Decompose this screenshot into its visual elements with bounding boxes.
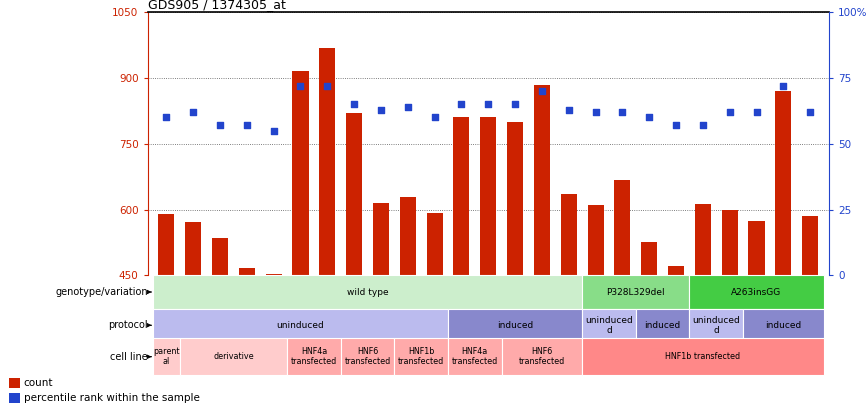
Bar [694, 204, 711, 275]
Bar [721, 210, 738, 275]
Bar [400, 197, 416, 275]
Text: derivative: derivative [213, 352, 253, 361]
Bar [588, 205, 603, 275]
Point [642, 114, 656, 121]
Text: uninduced
d: uninduced d [585, 315, 633, 335]
Bar [689, 275, 824, 309]
Point [723, 109, 737, 115]
Point [535, 88, 549, 94]
Text: GDS905 / 1374305_at: GDS905 / 1374305_at [148, 0, 286, 11]
Text: protocol: protocol [108, 320, 151, 330]
Bar [582, 339, 824, 375]
Text: induced: induced [497, 321, 533, 330]
Point [669, 122, 683, 128]
Bar [394, 339, 448, 375]
Bar [426, 213, 443, 275]
Bar [689, 309, 743, 342]
Point [589, 109, 602, 115]
Text: HNF4a
transfected: HNF4a transfected [451, 347, 498, 367]
Point [750, 109, 764, 115]
Bar [635, 309, 689, 342]
Point [428, 114, 442, 121]
Bar [480, 117, 496, 275]
Text: HNF4a
transfected: HNF4a transfected [291, 347, 337, 367]
Text: HNF6
transfected: HNF6 transfected [519, 347, 565, 367]
Point [374, 107, 388, 113]
Point [455, 101, 469, 108]
Bar [266, 274, 282, 275]
Point [213, 122, 227, 128]
Bar [743, 309, 824, 342]
Bar [507, 122, 523, 275]
Bar [153, 275, 582, 309]
Bar [153, 339, 180, 375]
Bar [775, 91, 792, 275]
Point [615, 109, 629, 115]
Bar [158, 214, 174, 275]
Bar [534, 85, 550, 275]
Text: count: count [24, 378, 53, 388]
Bar [561, 194, 576, 275]
Point [401, 104, 415, 110]
Bar [287, 339, 341, 375]
Bar [293, 71, 308, 275]
Text: HNF1b
transfected: HNF1b transfected [398, 347, 444, 367]
Bar [153, 309, 448, 342]
Point [320, 83, 334, 89]
Bar [9, 393, 20, 403]
Text: A263insGG: A263insGG [732, 288, 782, 296]
Text: wild type: wild type [346, 288, 388, 296]
Text: induced: induced [766, 321, 801, 330]
Text: cell line: cell line [110, 352, 151, 362]
Point [562, 107, 575, 113]
Point [776, 83, 790, 89]
Bar [802, 216, 819, 275]
Text: parent
al: parent al [153, 347, 180, 367]
Bar [641, 243, 657, 275]
Point [240, 122, 253, 128]
Bar [582, 275, 689, 309]
Bar [239, 267, 255, 275]
Point [347, 101, 361, 108]
Bar [615, 180, 630, 275]
Point [508, 101, 522, 108]
Text: HNF1b transfected: HNF1b transfected [665, 352, 740, 361]
Point [803, 109, 817, 115]
Bar [9, 377, 20, 388]
Point [160, 114, 174, 121]
Bar [748, 221, 765, 275]
Text: percentile rank within the sample: percentile rank within the sample [24, 393, 200, 403]
Bar [448, 309, 582, 342]
Bar [373, 203, 389, 275]
Text: uninduced
d: uninduced d [693, 315, 740, 335]
Point [187, 109, 201, 115]
Text: genotype/variation: genotype/variation [56, 287, 151, 297]
Point [481, 101, 495, 108]
Bar [319, 48, 335, 275]
Bar [341, 339, 394, 375]
Text: P328L329del: P328L329del [607, 288, 665, 296]
Bar [668, 266, 684, 275]
Bar [502, 339, 582, 375]
Bar [448, 339, 502, 375]
Point [266, 127, 280, 134]
Bar [346, 113, 362, 275]
Bar [185, 222, 201, 275]
Point [293, 83, 307, 89]
Point [696, 122, 710, 128]
Text: uninduced: uninduced [277, 321, 325, 330]
Text: induced: induced [645, 321, 681, 330]
Bar [212, 238, 228, 275]
Text: HNF6
transfected: HNF6 transfected [345, 347, 391, 367]
Bar [180, 339, 287, 375]
Bar [582, 309, 635, 342]
Bar [453, 117, 470, 275]
